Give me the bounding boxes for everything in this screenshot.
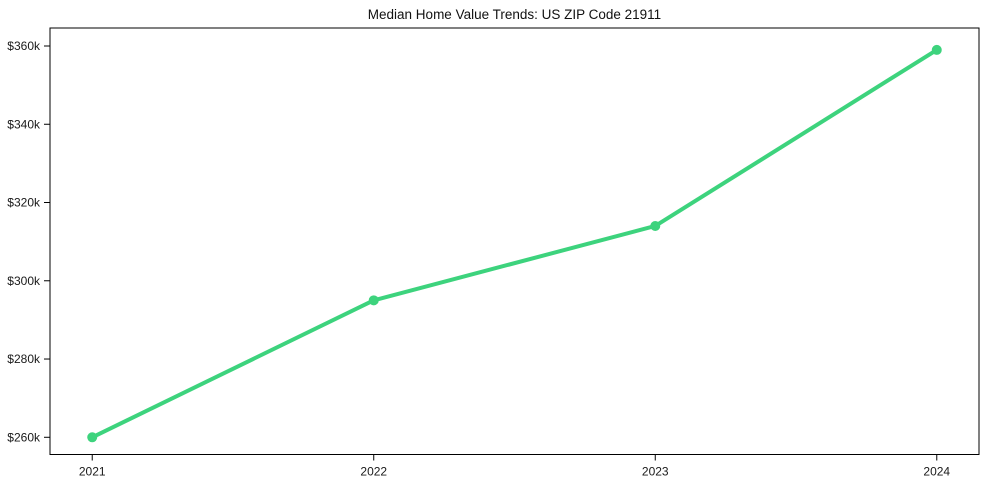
plot-border: [49, 27, 980, 455]
data-point-marker: [650, 220, 661, 231]
y-tick-label: $300k: [7, 274, 41, 288]
chart-title: Median Home Value Trends: US ZIP Code 21…: [367, 7, 662, 22]
y-tick-label: $260k: [7, 430, 41, 444]
x-tick-label: 2021: [79, 465, 106, 479]
x-tick-label: 2023: [642, 465, 669, 479]
trend-line: [90, 47, 939, 440]
data-point-marker: [368, 295, 379, 306]
y-tick-label: $340k: [7, 117, 41, 131]
data-point-marker: [931, 44, 942, 55]
y-tick-label: $320k: [7, 196, 41, 210]
y-tick-label: $280k: [7, 352, 41, 366]
x-tick-label: 2022: [360, 465, 387, 479]
data-point-marker: [87, 432, 98, 443]
x-tick-label: 2024: [923, 465, 950, 479]
y-tick-label: $360k: [7, 39, 41, 53]
